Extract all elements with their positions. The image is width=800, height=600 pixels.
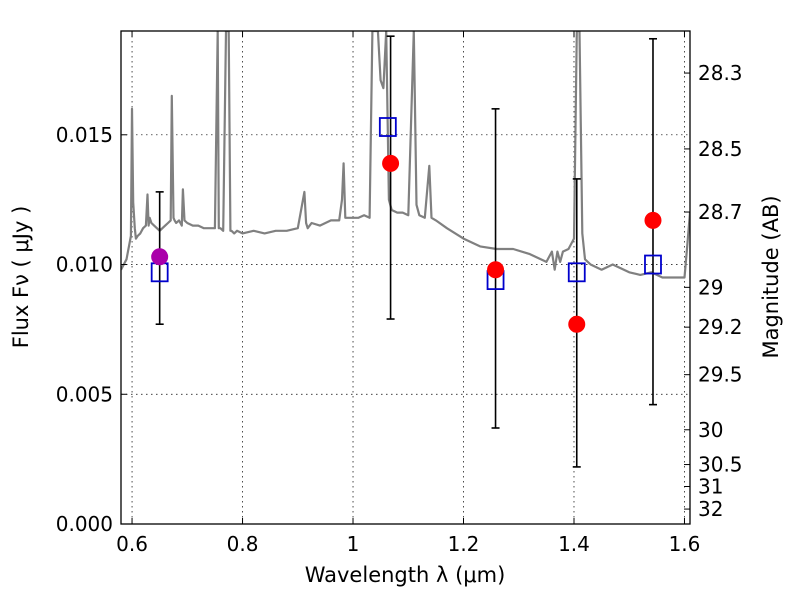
observed-point (568, 315, 586, 333)
plot-frame (120, 30, 691, 525)
y-right-axis-label: Magnitude (AB) (759, 195, 783, 358)
x-axis-label: Wavelength λ (μm) (305, 563, 506, 587)
y-tick-label: 0.010 (56, 253, 113, 277)
model-point (567, 262, 586, 283)
y-right-tick-label: 29.2 (698, 315, 743, 339)
x-tick-label: 1 (347, 532, 360, 556)
y-tick-label: 0.015 (56, 123, 113, 147)
x-tick-label: 1.2 (448, 532, 480, 556)
x-tick-label: 1.4 (558, 532, 590, 556)
axis-ticks: 0.6 0.8 1 1.2 1.4 1.6 0.000 0.005 0.010 0.015 28.3… (56, 31, 743, 556)
y-right-tick-label: 29 (698, 275, 723, 299)
model-point (644, 254, 662, 275)
y-right-tick-label: 28.7 (698, 200, 743, 224)
y-right-tick-label: 30.5 (698, 453, 743, 477)
model-point (378, 117, 397, 137)
y-tick-label: 0.005 (56, 382, 113, 406)
x-tick-label: 1.6 (669, 532, 701, 556)
y-right-tick-label: 32 (698, 497, 723, 521)
y-right-tick-label: 31 (698, 474, 723, 498)
observed-point (487, 261, 505, 279)
model-points (150, 117, 662, 290)
y-right-tick-label: 30 (698, 418, 723, 442)
optical-point (151, 248, 169, 266)
observed-point (644, 211, 662, 229)
spectrum-layer (121, 31, 690, 279)
x-tick-label: 0.8 (227, 532, 259, 556)
y-right-tick-label: 28.5 (698, 137, 743, 161)
observed-points (151, 154, 662, 333)
y-tick-label: 0.000 (56, 512, 113, 536)
observed-point (382, 154, 400, 172)
y-right-tick-label: 28.3 (698, 61, 743, 85)
y-axis-label: Flux Fν ( μJy ) (9, 206, 33, 349)
y-right-tick-label: 29.5 (698, 363, 743, 387)
x-tick-label: 0.6 (116, 532, 148, 556)
template-spectrum-line (121, 31, 690, 279)
